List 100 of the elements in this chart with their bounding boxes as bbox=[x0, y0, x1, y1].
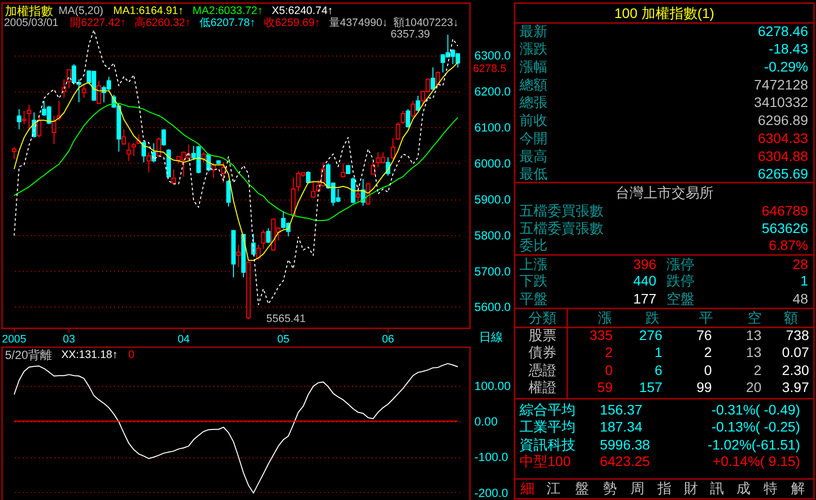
candlestick bbox=[52, 115, 56, 144]
text: 特 bbox=[763, 480, 778, 496]
text: MA2:6033.72↑ bbox=[192, 5, 263, 18]
text: 157 bbox=[639, 378, 663, 395]
candlestick bbox=[410, 100, 416, 118]
text: 48 bbox=[792, 290, 808, 307]
text: 憑證 bbox=[527, 362, 556, 378]
line-series bbox=[14, 30, 458, 306]
y-tick-label: 0.00 bbox=[474, 414, 498, 429]
text: 日線 bbox=[478, 330, 503, 344]
text: 2 bbox=[605, 344, 614, 360]
candlestick bbox=[66, 69, 72, 89]
text: 綜合平均 bbox=[518, 402, 576, 418]
text: 中型100 bbox=[520, 453, 571, 470]
text: 6296.89 bbox=[758, 112, 808, 128]
y-tick-label: 100.00 bbox=[474, 379, 512, 394]
candlestick bbox=[12, 146, 16, 160]
text: 跌停 bbox=[666, 272, 694, 289]
annotation: 低6207.78↑ bbox=[199, 16, 256, 29]
annotation: 高6260.32↑ bbox=[134, 16, 191, 29]
text: 99 bbox=[696, 378, 712, 395]
text: 6278.5 bbox=[472, 62, 506, 75]
text: 總額 bbox=[518, 76, 548, 92]
text: 漲 bbox=[598, 309, 612, 326]
candlestick bbox=[156, 137, 161, 158]
candlestick bbox=[370, 162, 376, 176]
text: -0.29% bbox=[764, 58, 808, 75]
text: 6 bbox=[654, 362, 663, 378]
annotation: 5565.41 bbox=[266, 313, 306, 326]
text: 江 bbox=[546, 480, 560, 496]
x-tick-label: 04 bbox=[178, 334, 190, 346]
candlestick bbox=[416, 95, 420, 112]
y-tick-label: 6100.0 bbox=[474, 120, 512, 135]
line-series bbox=[14, 363, 458, 494]
candlestick bbox=[82, 84, 86, 98]
text: 7472128 bbox=[754, 76, 808, 92]
text: 738 bbox=[786, 327, 810, 344]
text: 2.30 bbox=[782, 362, 810, 378]
text: 細 bbox=[519, 480, 534, 496]
text: 空盤 bbox=[666, 290, 694, 307]
candlestick bbox=[126, 142, 132, 162]
candlestick bbox=[261, 229, 266, 250]
text: 資訊科技 bbox=[520, 436, 576, 452]
candlestick bbox=[306, 170, 310, 184]
candlestick bbox=[350, 176, 356, 204]
text: 1 bbox=[654, 344, 663, 360]
text: +0.14%( 9.15) bbox=[712, 453, 800, 470]
text: 五檔委賣張數 bbox=[520, 220, 604, 236]
text: 0 bbox=[128, 349, 134, 362]
text: 646789 bbox=[762, 202, 808, 218]
text: 13 bbox=[746, 344, 762, 360]
text: 100 加權指數(1) bbox=[614, 5, 714, 22]
y-tick-label: 6000.0 bbox=[474, 156, 512, 171]
text: 0.07 bbox=[782, 344, 810, 360]
text: 最低 bbox=[520, 166, 548, 182]
text: 平盤 bbox=[520, 290, 548, 307]
candlestick bbox=[142, 140, 146, 163]
text: 6423.25 bbox=[600, 453, 650, 470]
text: 五檔委買張數 bbox=[520, 202, 604, 218]
text: 2 bbox=[754, 362, 762, 378]
candlestick bbox=[356, 185, 360, 203]
candlestick bbox=[62, 78, 66, 98]
text: 空 bbox=[748, 309, 762, 326]
annotation: 開6227.42↑ bbox=[70, 16, 126, 29]
text: 177 bbox=[633, 290, 657, 307]
text: MA1:6164.91↑ bbox=[113, 5, 184, 18]
candlestick bbox=[122, 128, 126, 146]
text: 分類 bbox=[528, 309, 556, 326]
text: 周 bbox=[630, 480, 645, 496]
text: 指 bbox=[656, 480, 672, 496]
text: 盤 bbox=[575, 480, 590, 496]
text: -0.13%( -0.25) bbox=[711, 418, 800, 434]
candlestick bbox=[430, 66, 436, 91]
text: 前收 bbox=[520, 112, 548, 128]
text: -1.02%(-61.51) bbox=[708, 436, 800, 452]
annotation: 額10407223↓ bbox=[394, 16, 459, 29]
candlestick bbox=[132, 142, 136, 156]
text: 成 bbox=[736, 480, 751, 496]
text: 解 bbox=[791, 480, 806, 496]
annotation: 2005/03/01 bbox=[4, 16, 58, 29]
text: 債券 bbox=[528, 344, 556, 360]
text: 5996.38 bbox=[600, 436, 650, 452]
text: 396 bbox=[633, 256, 657, 272]
text: 台灣上市交易所 bbox=[615, 184, 714, 200]
candlestick bbox=[151, 142, 156, 163]
text: 股票 bbox=[528, 327, 556, 344]
text: 335 bbox=[590, 327, 614, 344]
annotation: 6357.39 bbox=[390, 28, 430, 41]
text: 20 bbox=[746, 378, 762, 395]
text: 0 bbox=[605, 362, 614, 378]
x-tick-label: 05 bbox=[277, 334, 290, 346]
text: -0.31%( -0.49) bbox=[711, 402, 800, 418]
text: -18.43 bbox=[768, 40, 808, 57]
candlestick bbox=[266, 228, 271, 244]
candlestick bbox=[406, 108, 410, 128]
candlestick bbox=[236, 244, 241, 268]
candlestick bbox=[171, 168, 176, 186]
text: 總張 bbox=[518, 94, 548, 110]
text: 563626 bbox=[762, 220, 808, 236]
text: 最高 bbox=[520, 148, 548, 164]
